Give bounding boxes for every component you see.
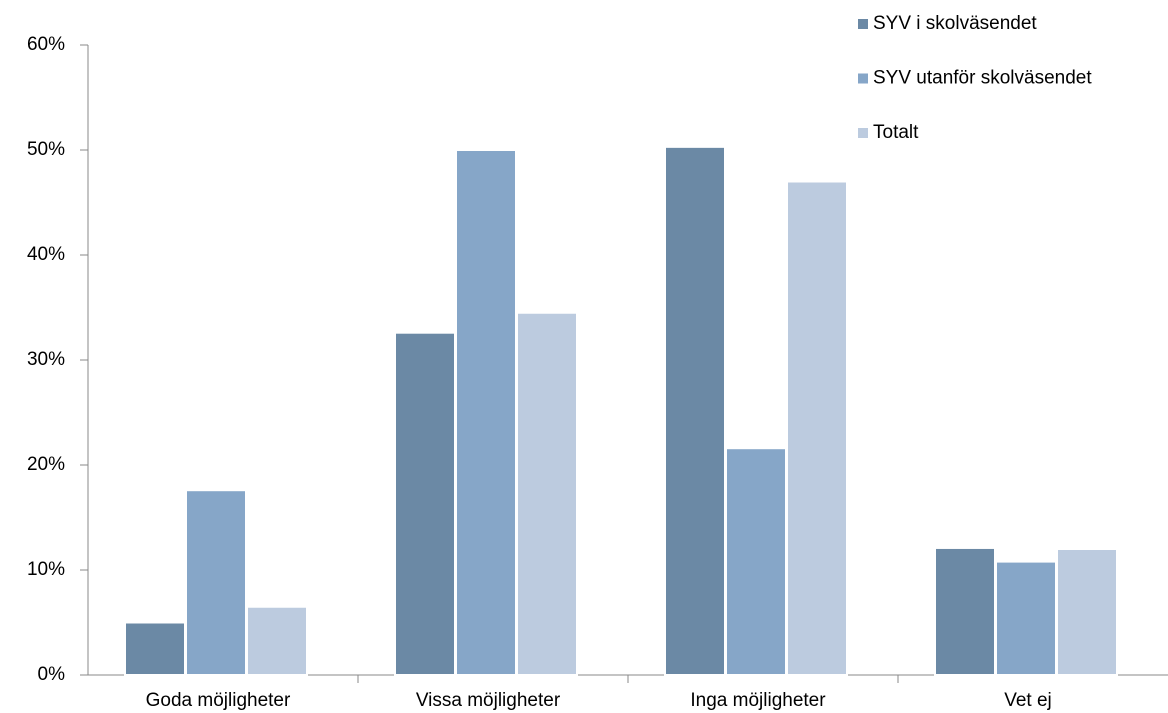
y-tick-label: 60% [27,34,65,55]
legend-swatch [858,73,868,84]
bar [185,489,247,677]
legend-swatch [858,19,868,29]
bar [725,447,787,677]
bar [516,311,578,676]
bar [786,180,848,676]
bar [394,331,456,676]
y-tick-label: 20% [27,454,65,475]
x-tick-label: Vissa möjligheter [416,690,561,711]
y-tick-label: 10% [27,559,65,580]
legend-swatch [858,128,868,138]
legend-label: Totalt [873,122,919,143]
y-tick-label: 50% [27,139,65,160]
y-tick-label: 30% [27,349,65,370]
x-tick-label: Goda möjligheter [146,690,291,711]
bar [455,149,517,676]
legend-label: SYV i skolväsendet [873,13,1037,34]
x-tick-label: Vet ej [1004,690,1052,711]
bar [246,605,308,676]
bar [1056,548,1118,676]
legend-label: SYV utanför skolväsendet [873,68,1092,89]
x-tick-label: Inga möjligheter [690,690,826,711]
bar [934,546,996,677]
y-tick-label: 40% [27,244,65,265]
bar [995,560,1057,676]
bar [664,145,726,677]
bar [124,621,186,676]
y-tick-label: 0% [38,664,66,685]
